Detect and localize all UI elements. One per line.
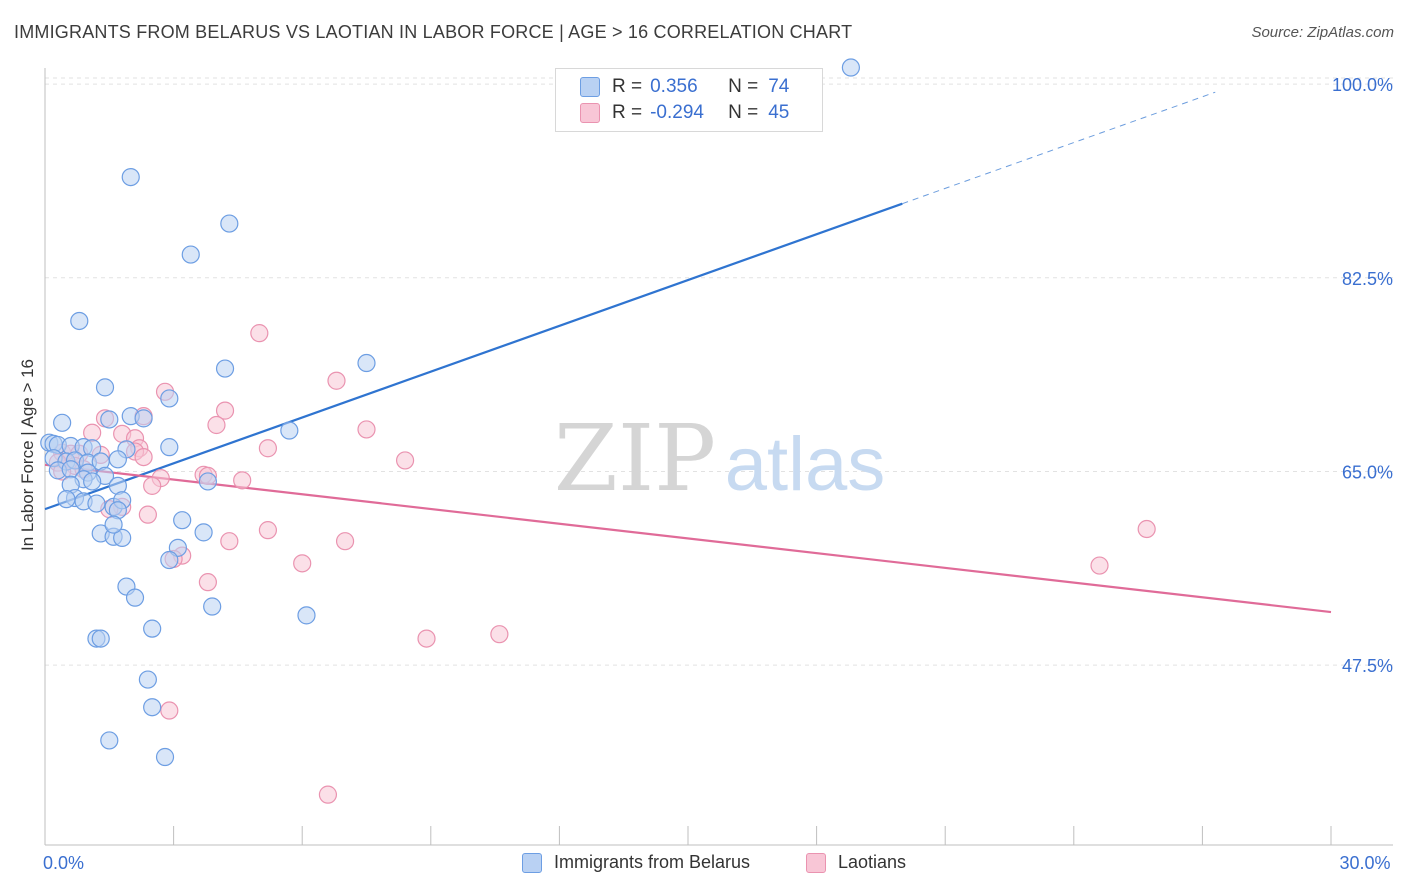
point-belarus bbox=[83, 472, 102, 491]
x-tick-label: 0.0% bbox=[43, 853, 84, 873]
point-belarus bbox=[194, 523, 213, 542]
point-laotians bbox=[143, 476, 162, 495]
point-belarus bbox=[57, 490, 76, 509]
point-belarus bbox=[357, 353, 376, 373]
point-laotians bbox=[250, 324, 269, 343]
series-legend: Immigrants from Belarus Laotians bbox=[0, 852, 1406, 878]
legend-item-laotians[interactable]: Laotians bbox=[806, 852, 906, 873]
point-belarus bbox=[297, 606, 316, 625]
point-laotians bbox=[160, 701, 179, 720]
legend-item-belarus[interactable]: Immigrants from Belarus bbox=[522, 852, 750, 873]
point-belarus bbox=[100, 731, 119, 750]
point-belarus bbox=[173, 511, 192, 530]
point-laotians bbox=[490, 625, 509, 644]
y-tick-label: 47.5% bbox=[1342, 656, 1393, 676]
point-laotians bbox=[233, 471, 252, 490]
point-laotians bbox=[1090, 556, 1109, 575]
watermark-atlas: atlas bbox=[725, 422, 886, 507]
point-belarus bbox=[841, 58, 860, 77]
point-laotians bbox=[207, 415, 226, 435]
point-belarus bbox=[280, 421, 299, 440]
point-belarus bbox=[215, 359, 235, 378]
point-laotians bbox=[293, 554, 312, 573]
chart-title: IMMIGRANTS FROM BELARUS VS LAOTIAN IN LA… bbox=[14, 22, 853, 42]
point-belarus bbox=[91, 629, 110, 648]
point-laotians bbox=[258, 439, 278, 458]
legend-n-label: N = bbox=[728, 76, 759, 97]
trend-line-belarus-extension bbox=[902, 91, 1216, 205]
y-tick-label: 65.0% bbox=[1342, 462, 1393, 482]
point-belarus bbox=[155, 747, 175, 767]
point-laotians bbox=[395, 451, 415, 470]
point-laotians bbox=[357, 420, 376, 439]
point-belarus bbox=[125, 588, 145, 607]
legend-row-laotians: R = -0.294 N = 45 bbox=[580, 100, 789, 126]
legend-label-laotians: Laotians bbox=[838, 852, 907, 872]
point-laotians bbox=[318, 785, 338, 804]
point-belarus bbox=[160, 389, 179, 408]
point-belarus bbox=[160, 438, 179, 457]
point-belarus bbox=[121, 167, 140, 187]
point-laotians bbox=[417, 629, 436, 648]
legend-row-belarus: R = 0.356 N = 74 bbox=[580, 74, 789, 100]
grid-lines bbox=[45, 77, 1393, 666]
point-belarus bbox=[95, 378, 115, 397]
stats-legend: R = 0.356 N = 74 R = -0.294 N = 45 bbox=[555, 68, 823, 132]
legend-swatch-blue bbox=[522, 852, 542, 873]
legend-r-value: -0.294 bbox=[650, 102, 704, 123]
y-tick-label: 82.5% bbox=[1342, 269, 1393, 289]
legend-swatch-blue bbox=[580, 77, 600, 97]
point-laotians bbox=[138, 505, 157, 524]
point-laotians bbox=[134, 447, 153, 467]
point-laotians bbox=[1137, 519, 1156, 539]
point-belarus bbox=[108, 450, 127, 469]
point-belarus bbox=[134, 409, 153, 428]
point-belarus bbox=[143, 619, 162, 638]
legend-r-label: R = bbox=[612, 102, 643, 123]
point-belarus bbox=[70, 311, 89, 331]
point-laotians bbox=[215, 401, 235, 420]
point-laotians bbox=[327, 371, 346, 390]
legend-label-belarus: Immigrants from Belarus bbox=[554, 852, 751, 872]
point-laotians bbox=[220, 532, 239, 551]
legend-r-label: R = bbox=[612, 76, 643, 97]
point-laotians bbox=[258, 521, 278, 540]
x-tick-label: 30.0% bbox=[1339, 853, 1390, 873]
point-belarus bbox=[220, 214, 239, 233]
legend-n-label: N = bbox=[728, 102, 759, 123]
watermark-zip: ZIP bbox=[554, 405, 716, 512]
axes bbox=[44, 68, 1393, 846]
point-belarus bbox=[198, 472, 217, 491]
data-points bbox=[40, 58, 1156, 804]
point-belarus bbox=[160, 550, 179, 570]
point-laotians bbox=[335, 532, 355, 551]
point-belarus bbox=[203, 597, 222, 616]
chart-source: Source: ZipAtlas.com bbox=[1251, 24, 1394, 41]
point-belarus bbox=[138, 670, 157, 689]
point-belarus bbox=[87, 494, 106, 513]
legend-n-value: 45 bbox=[768, 102, 790, 123]
point-belarus bbox=[100, 410, 119, 429]
legend-n-value: 74 bbox=[768, 76, 790, 97]
point-belarus bbox=[143, 698, 162, 717]
watermark: ZIP atlas bbox=[554, 405, 885, 512]
y-tick-label: 100.0% bbox=[1332, 75, 1393, 95]
point-belarus bbox=[181, 245, 200, 264]
point-belarus bbox=[113, 528, 132, 547]
tick-labels: 100.0% 82.5% 65.0% 47.5% 0.0% 30.0% bbox=[43, 75, 1393, 873]
legend-r-value: 0.356 bbox=[650, 76, 698, 97]
trend-line-laotians bbox=[44, 463, 1332, 614]
trend-line-belarus bbox=[44, 202, 903, 511]
legend-swatch-pink bbox=[806, 852, 826, 873]
point-belarus bbox=[104, 515, 123, 534]
legend-swatch-pink bbox=[580, 103, 600, 123]
point-belarus bbox=[53, 413, 72, 432]
trend-lines bbox=[44, 91, 1332, 614]
point-laotians bbox=[198, 573, 217, 592]
